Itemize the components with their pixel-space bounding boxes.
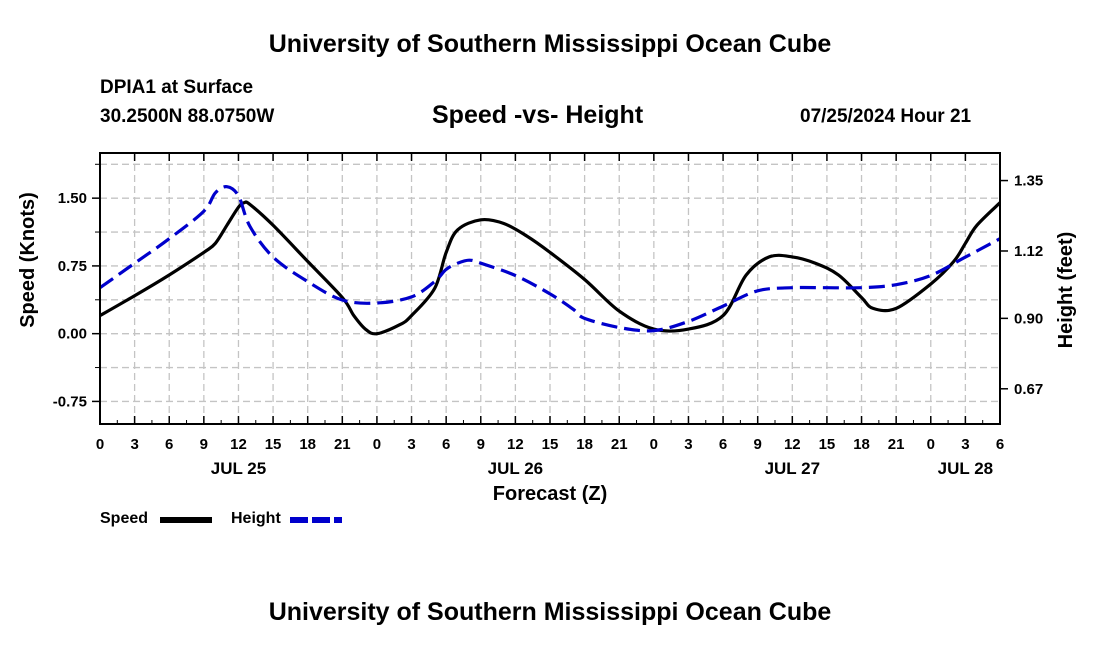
legend-height-label: Height — [231, 510, 281, 527]
x-tick-label: 6 — [996, 436, 1004, 453]
y-tick-label: 0.00 — [58, 326, 87, 343]
x-tick-label: 21 — [888, 436, 905, 453]
chart-title: Speed -vs- Height — [432, 101, 644, 129]
x-tick-label: 6 — [719, 436, 727, 453]
x-tick-label: 12 — [784, 436, 801, 453]
y2-tick-label: 1.12 — [1014, 243, 1043, 260]
coordinates-label: 30.2500N 88.0750W — [100, 106, 275, 127]
y2-tick-label: 1.35 — [1014, 173, 1043, 190]
x-tick-label: 15 — [542, 436, 559, 453]
grid-layer — [100, 153, 1000, 424]
y2-axis-label: Height (feet) — [1055, 232, 1077, 349]
series-layer — [100, 185, 1000, 336]
date-label: JUL 25 — [211, 459, 266, 478]
date-label: JUL 27 — [765, 459, 820, 478]
y2-tick-label: 0.90 — [1014, 310, 1043, 327]
station-label: DPIA1 at Surface — [100, 77, 254, 98]
page-title-top: University of Southern Mississippi Ocean… — [268, 30, 832, 58]
x-tick-label: 15 — [265, 436, 282, 453]
x-tick-label: 12 — [507, 436, 524, 453]
series-line-speed_cont — [999, 201, 1000, 203]
x-tick-label: 18 — [299, 436, 316, 453]
x-tick-label: 9 — [754, 436, 762, 453]
legend-speed-swatch — [160, 517, 212, 523]
y2-tick-label: 0.67 — [1014, 381, 1043, 398]
axis-layer: 0 3 6 9 12 15 18 21 0 3 6 9 12 15 18 21 0 3 6 9 12 15 18 21 0 3 6J… — [53, 152, 1043, 478]
x-tick-label: 0 — [96, 436, 104, 453]
x-tick-label: 3 — [961, 436, 969, 453]
y-tick-label: -0.75 — [53, 393, 87, 410]
x-tick-label: 21 — [334, 436, 351, 453]
x-tick-label: 6 — [165, 436, 173, 453]
date-label: JUL 28 — [938, 459, 993, 478]
legend-height-swatch — [290, 517, 342, 523]
x-tick-label: 9 — [200, 436, 208, 453]
date-label: JUL 26 — [488, 459, 543, 478]
forecast-datetime: 07/25/2024 Hour 21 — [800, 106, 972, 127]
x-tick-label: 21 — [611, 436, 628, 453]
x-tick-label: 0 — [373, 436, 381, 453]
page-title-bottom: University of Southern Mississippi Ocean… — [268, 598, 832, 626]
x-tick-label: 15 — [819, 436, 836, 453]
series-line-height_cont — [998, 236, 1000, 239]
y-tick-label: 0.75 — [58, 258, 87, 275]
x-axis-label: Forecast (Z) — [493, 483, 607, 505]
series-line-speed — [100, 200, 1000, 336]
x-tick-label: 0 — [650, 436, 658, 453]
x-tick-label: 18 — [576, 436, 593, 453]
legend-speed-label: Speed — [100, 510, 149, 527]
x-tick-label: 9 — [477, 436, 485, 453]
y-tick-label: 1.50 — [58, 190, 87, 207]
x-tick-label: 3 — [130, 436, 138, 453]
x-tick-label: 6 — [442, 436, 450, 453]
y-axis-label: Speed (Knots) — [17, 192, 39, 328]
x-tick-label: 3 — [684, 436, 692, 453]
x-tick-label: 0 — [927, 436, 935, 453]
x-tick-label: 3 — [407, 436, 415, 453]
x-tick-label: 12 — [230, 436, 247, 453]
x-tick-label: 18 — [853, 436, 870, 453]
series-line-height — [100, 185, 1000, 333]
